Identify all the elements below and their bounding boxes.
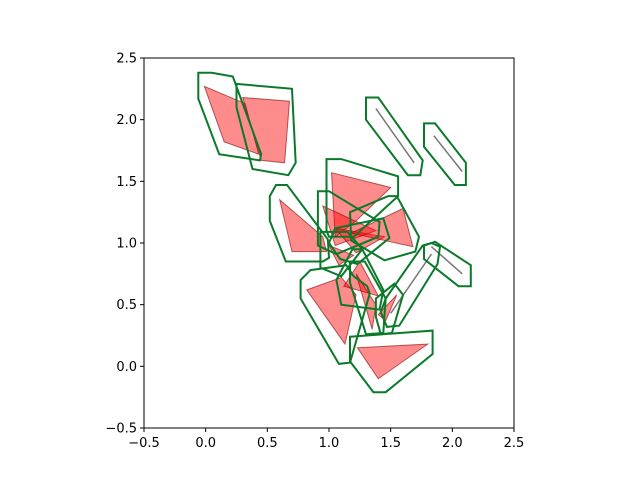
x-tick-label: 1.0 [319, 436, 340, 451]
buffer-outline-17 [379, 241, 442, 328]
y-tick-label: 2.5 [116, 52, 137, 67]
buffer-outline-16 [423, 240, 472, 288]
degenerate-shape-17 [390, 253, 433, 314]
filled-shape-4 [278, 198, 328, 253]
buffer-outline-2 [235, 82, 297, 177]
x-tick-label: 2.0 [442, 436, 463, 451]
filled-shape-12 [377, 294, 398, 322]
buffer-outline-6 [327, 217, 391, 266]
buffer-outline-1 [197, 71, 263, 162]
degenerate-shape-14 [375, 108, 415, 164]
y-tick-label: −0.5 [105, 422, 137, 437]
buffer-outline-9 [299, 264, 371, 365]
filled-shape-13 [356, 343, 430, 380]
x-tick-label: 1.5 [380, 436, 401, 451]
axes-layer: −0.5 0.0 0.5 1.0 1.5 2.0 2.5 −0.5 0.0 0.5 1.0 1.5 2.… [105, 52, 524, 452]
filled-shape-11 [355, 273, 377, 330]
buffer-outline-13 [349, 329, 434, 394]
degenerate-shape-16 [430, 246, 463, 275]
buffer-outline-10 [335, 248, 385, 311]
buffer-outline-14 [365, 96, 424, 177]
y-tick-label: 0.0 [116, 360, 137, 375]
y-tick-label: 0.5 [116, 298, 137, 313]
buffer-outline-11 [349, 260, 387, 336]
filled-shape-3 [330, 172, 392, 238]
shapes-layer [203, 85, 463, 380]
y-tick-label: 2.0 [116, 113, 137, 128]
y-tick-label: 1.5 [116, 175, 137, 190]
buffer-outline-8 [319, 230, 364, 278]
outlines-layer [197, 71, 472, 394]
buffer-outline-15 [423, 122, 467, 186]
degenerate-shape-15 [433, 135, 463, 172]
x-tick-label: 2.5 [504, 436, 525, 451]
buffer-outline-5 [316, 190, 381, 256]
x-tick-label: −0.5 [128, 436, 160, 451]
x-tick-label: 0.0 [195, 436, 216, 451]
buffer-outline-4 [268, 184, 331, 263]
y-tick-label: 1.0 [116, 237, 137, 252]
x-tick-label: 0.5 [257, 436, 278, 451]
filled-shape-9 [306, 276, 357, 346]
